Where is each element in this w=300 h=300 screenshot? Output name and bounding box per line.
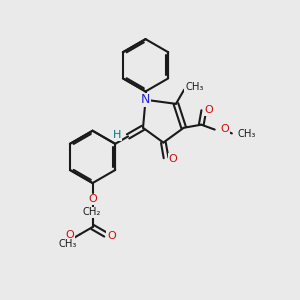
Text: CH₃: CH₃ (237, 129, 256, 139)
Text: CH₃: CH₃ (185, 82, 203, 92)
Text: O: O (65, 230, 74, 240)
Text: O: O (220, 124, 230, 134)
Text: CH₃: CH₃ (58, 239, 76, 249)
Text: CH₂: CH₂ (83, 207, 101, 217)
Text: O: O (204, 105, 213, 115)
Text: O: O (168, 154, 177, 164)
Text: O: O (107, 231, 116, 241)
Text: H: H (113, 130, 122, 140)
Text: O: O (89, 194, 98, 204)
Text: N: N (141, 93, 150, 106)
